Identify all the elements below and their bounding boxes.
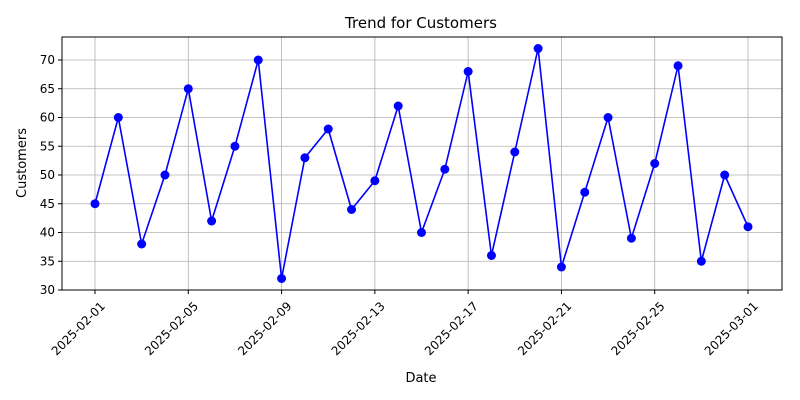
data-point	[486, 251, 496, 260]
data-point	[463, 67, 473, 76]
y-tick-label: 30	[40, 283, 55, 297]
data-point	[650, 159, 660, 168]
data-point	[370, 176, 380, 186]
data-point	[347, 205, 357, 214]
data-point	[603, 113, 613, 122]
x-tick-label: 2025-02-05	[142, 299, 201, 358]
data-point	[417, 228, 426, 237]
data-point	[277, 274, 287, 283]
y-tick-label: 45	[40, 197, 55, 211]
x-tick-label: 2025-02-13	[329, 299, 388, 358]
data-point	[720, 170, 730, 180]
data-point	[533, 44, 543, 53]
x-axis: 2025-02-01 2025-02-05 2025-02-09 2025-02-13…	[49, 290, 761, 358]
x-tick-label: 2025-03-01	[702, 299, 761, 358]
y-tick-label: 40	[40, 226, 55, 240]
x-tick-label: 2025-02-17	[422, 299, 481, 358]
data-point	[160, 170, 170, 180]
grid-lines	[62, 37, 782, 291]
data-point	[253, 55, 263, 65]
data-point	[207, 216, 217, 226]
data-point	[510, 147, 520, 157]
data-point	[113, 113, 123, 122]
y-tick-label: 65	[40, 82, 55, 96]
plot-frame	[61, 36, 783, 291]
y-axis: 30 35 40 45 50 55 60 65 70	[40, 53, 62, 297]
y-tick-label: 60	[40, 111, 55, 125]
data-point	[673, 61, 683, 71]
data-point	[137, 239, 147, 249]
data-point	[230, 141, 240, 151]
data-point	[393, 101, 403, 111]
data-point	[323, 124, 333, 134]
x-tick-label: 2025-02-25	[608, 299, 667, 358]
y-axis-label: Customers	[15, 128, 30, 198]
plot-area	[90, 44, 753, 283]
chart-title: Trend for Customers	[344, 14, 497, 32]
x-tick-label: 2025-02-09	[235, 299, 294, 358]
data-point	[300, 153, 310, 163]
y-tick-label: 35	[40, 254, 55, 268]
x-tick-label: 2025-02-01	[49, 299, 108, 358]
y-tick-label: 55	[40, 139, 55, 153]
data-point	[743, 222, 753, 232]
y-tick-label: 70	[40, 53, 55, 67]
x-tick-label: 2025-02-21	[515, 299, 574, 358]
data-point	[440, 164, 450, 174]
data-point	[696, 256, 706, 266]
data-point	[580, 187, 590, 197]
y-tick-label: 50	[40, 168, 55, 182]
data-point	[183, 84, 193, 94]
data-point	[90, 199, 100, 209]
data-point	[556, 262, 566, 272]
x-axis-label: Date	[405, 371, 436, 386]
data-point	[626, 233, 636, 243]
series-line	[94, 48, 749, 279]
